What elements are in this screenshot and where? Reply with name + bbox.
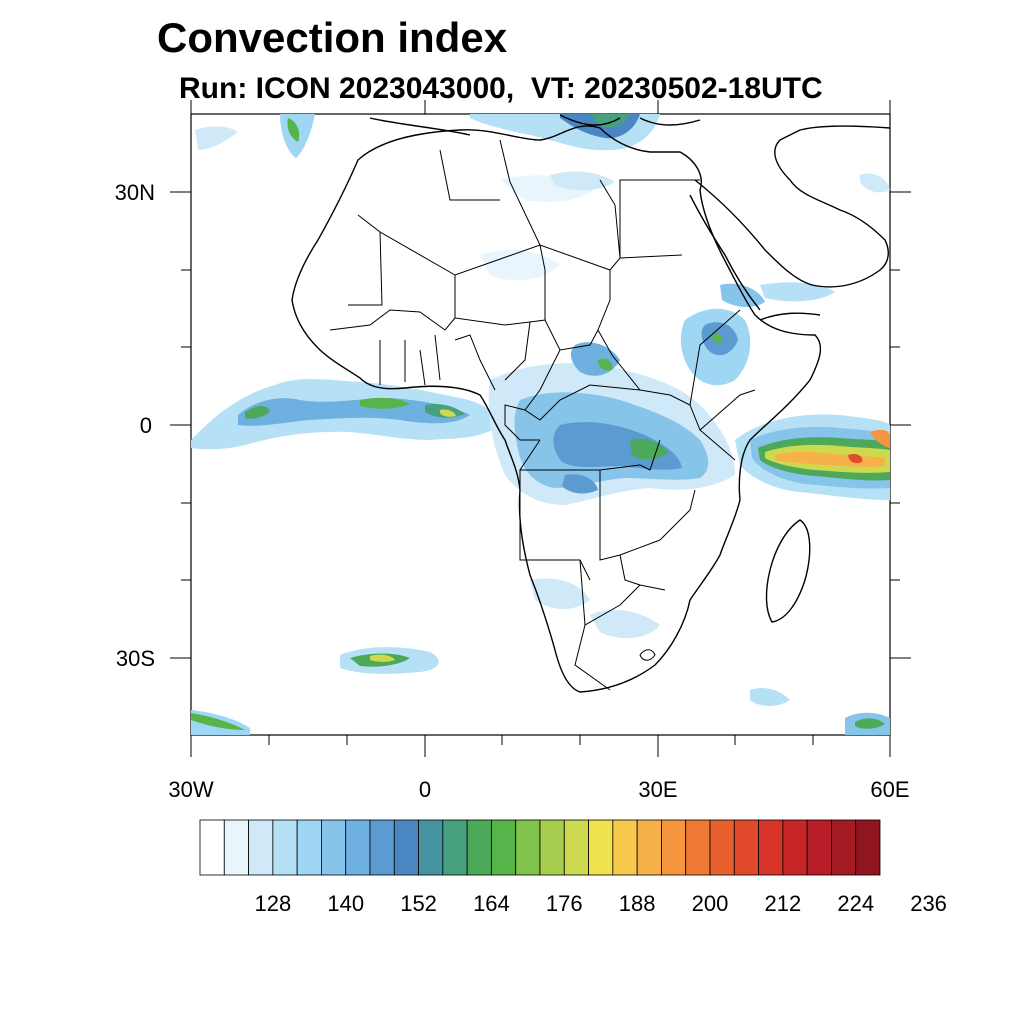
colorbar-swatch	[491, 819, 517, 876]
colorbar-swatch	[199, 819, 225, 876]
colorbar	[199, 819, 881, 876]
x-tick-label-0: 0	[419, 777, 431, 802]
colorbar-swatch	[296, 819, 322, 876]
colorbar-tick-label: 236	[910, 891, 947, 916]
colorbar-swatch	[806, 819, 832, 876]
colorbar-swatch	[782, 819, 808, 876]
colorbar-swatch	[831, 819, 857, 876]
colorbar-swatch	[442, 819, 468, 876]
colorbar-tick-label: 212	[764, 891, 801, 916]
colorbar-tick-label: 188	[619, 891, 656, 916]
colorbar-tick-label: 224	[837, 891, 874, 916]
colorbar-swatch	[515, 819, 541, 876]
colorbar-swatch	[223, 819, 249, 876]
colorbar-tick-label: 176	[546, 891, 583, 916]
map-subtitle: Run: ICON 2023043000, VT: 20230502-18UTC	[179, 72, 823, 105]
colorbar-tick-label: 152	[400, 891, 437, 916]
axis-ticks	[170, 100, 911, 757]
colorbar-swatch	[321, 819, 347, 876]
colorbar-swatch	[248, 819, 274, 876]
colorbar-labels: 128 140 152 164 176 188 200 212 224 236	[254, 891, 946, 916]
colorbar-swatch	[466, 819, 492, 876]
colorbar-swatch	[369, 819, 395, 876]
colorbar-swatch	[855, 819, 881, 876]
country-borders	[329, 139, 756, 691]
map-title: Convection index	[157, 14, 508, 61]
coastlines	[291, 114, 890, 693]
colorbar-swatch	[661, 819, 687, 876]
colorbar-swatch	[588, 819, 614, 876]
colorbar-swatch	[272, 819, 298, 876]
x-tick-label-60e: 60E	[870, 777, 909, 802]
colorbar-swatch	[418, 819, 444, 876]
convection-field	[191, 114, 890, 735]
colorbar-swatch	[758, 819, 784, 876]
colorbar-swatch	[709, 819, 735, 876]
colorbar-swatch	[733, 819, 759, 876]
colorbar-swatch	[612, 819, 638, 876]
x-tick-label-30w: 30W	[168, 777, 213, 802]
colorbar-swatch	[636, 819, 662, 876]
x-tick-label-30e: 30E	[638, 777, 677, 802]
colorbar-tick-label: 164	[473, 891, 510, 916]
y-tick-label-30s: 30S	[116, 646, 155, 671]
colorbar-swatch	[539, 819, 565, 876]
colorbar-tick-label: 200	[692, 891, 729, 916]
y-tick-label-30n: 30N	[115, 180, 155, 205]
colorbar-tick-label: 140	[327, 891, 364, 916]
colorbar-swatch	[345, 819, 371, 876]
colorbar-tick-label: 128	[254, 891, 291, 916]
colorbar-swatch	[393, 819, 419, 876]
colorbar-swatch	[563, 819, 589, 876]
colorbar-swatch	[685, 819, 711, 876]
y-tick-label-0: 0	[140, 413, 152, 438]
